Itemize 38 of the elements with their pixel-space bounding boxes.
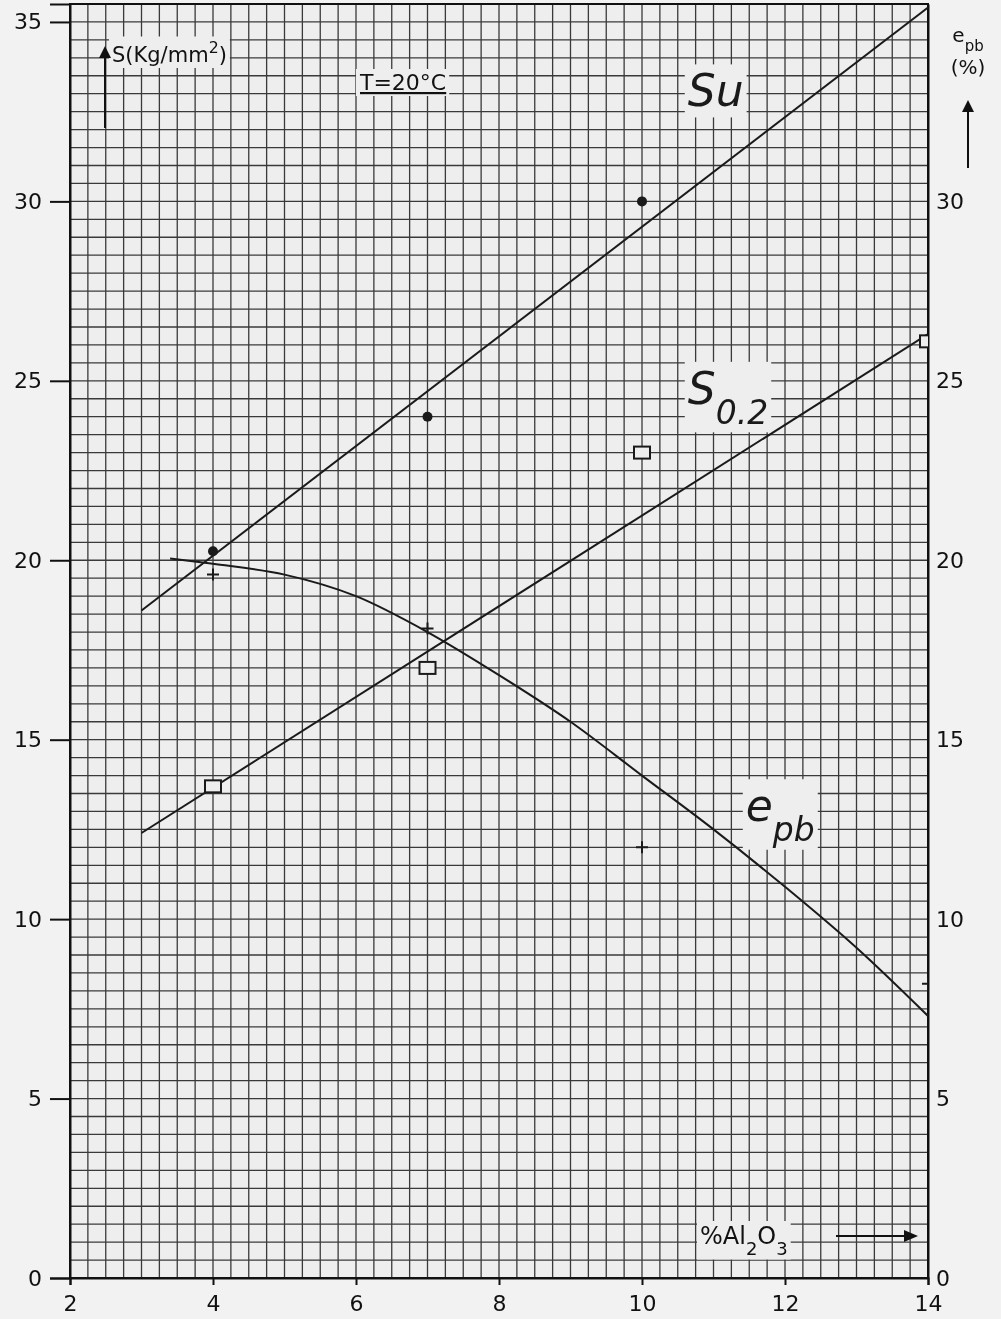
y-tick-label: 0 [28, 1265, 42, 1291]
point [208, 546, 218, 557]
series-label: e$_{pb}$ [745, 780, 815, 849]
y2-tick-label: 30 [936, 188, 964, 214]
y2-tick-label: 0 [936, 1265, 950, 1291]
point [422, 411, 433, 422]
y-tick-label: 30 [14, 188, 42, 214]
x-tick-label: 14 [914, 1290, 943, 1316]
x-tick-label: 8 [492, 1290, 507, 1316]
y2-tick-label: 10 [936, 906, 964, 932]
x-tick-label: 4 [206, 1290, 221, 1316]
point [420, 621, 435, 636]
annotation: T=20°C [359, 70, 447, 95]
x-tick-label: 12 [771, 1290, 800, 1316]
x-tick-label: 10 [628, 1290, 657, 1316]
point [204, 779, 222, 794]
point [418, 660, 437, 675]
point [637, 196, 647, 207]
y-tick-label: 25 [14, 368, 42, 394]
x-axis-title: %Al$_{2}$O$_{3}$ [700, 1222, 788, 1259]
point [633, 445, 651, 460]
y-tick-label: 15 [14, 727, 42, 753]
y2-tick-label: 20 [936, 547, 964, 573]
y2-axis-title: e$_{pb}$ (%) [950, 23, 986, 79]
y2-tick-label: 5 [936, 1086, 950, 1112]
y-tick-label: 20 [14, 547, 42, 573]
series-label: S$_{0.2}$ [687, 362, 769, 432]
x-tick-label: 6 [349, 1290, 364, 1316]
point [206, 567, 220, 582]
y-axis-title: S(Kg/mm$^{2}$) [112, 37, 227, 67]
point [635, 840, 649, 855]
y2-tick-label: 25 [936, 368, 964, 394]
y-tick-label: 10 [14, 906, 42, 932]
x-tick-label: 2 [63, 1290, 78, 1316]
y2-tick-label: 15 [936, 727, 964, 753]
y-tick-label: 35 [14, 9, 42, 35]
series-label: Su [687, 65, 744, 117]
y-tick-label: 5 [28, 1086, 42, 1112]
